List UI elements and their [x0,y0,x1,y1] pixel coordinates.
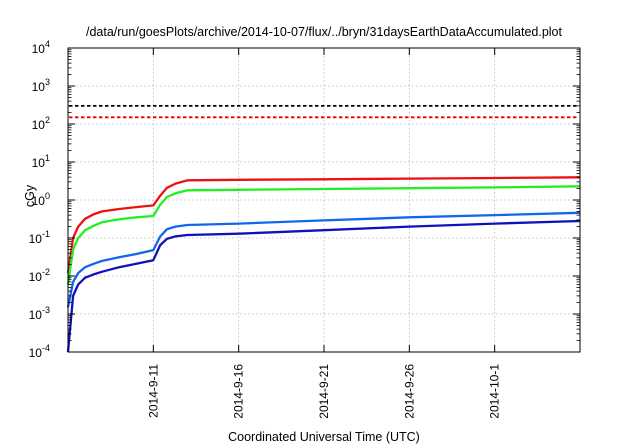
y-tick-label: 104 [32,39,50,56]
x-tick-label: 2014-10-1 [488,364,502,419]
grid [68,48,580,352]
y-tick-label: 10-3 [29,305,50,322]
y-tick-label: 10-1 [29,229,50,246]
x-axis-label: Coordinated Universal Time (UTC) [228,430,420,444]
chart-title: /data/run/goesPlots/archive/2014-10-07/f… [86,25,562,39]
y-tick-label: 103 [32,77,50,94]
x-tick-label: 2014-9-26 [402,364,416,419]
y-tick-label: 100 [32,191,50,208]
series-group [66,176,581,353]
y-tick-label: 102 [32,115,50,132]
series-line [66,219,581,353]
y-tick-label: 10-2 [29,267,50,284]
y-tick-label: 10-4 [29,343,50,360]
x-tick-label: 2014-9-21 [317,364,331,419]
y-axis-label: cGy [23,184,37,207]
x-tick-label: 2014-9-16 [232,364,246,419]
y-tick-labels: 10-4 10-3 10-2 10-1 100 101 102 103 104 [29,39,50,360]
y-tick-label: 101 [32,153,50,170]
series-line [66,176,581,274]
x-tick-label: 2014-9-11 [146,364,160,418]
x-tick-labels: 2014-9-11 2014-9-16 2014-9-21 2014-9-26 2014… [146,364,501,419]
series-line [66,185,581,285]
reference-lines [69,104,579,119]
ticks [68,47,580,353]
series-line [66,211,581,308]
